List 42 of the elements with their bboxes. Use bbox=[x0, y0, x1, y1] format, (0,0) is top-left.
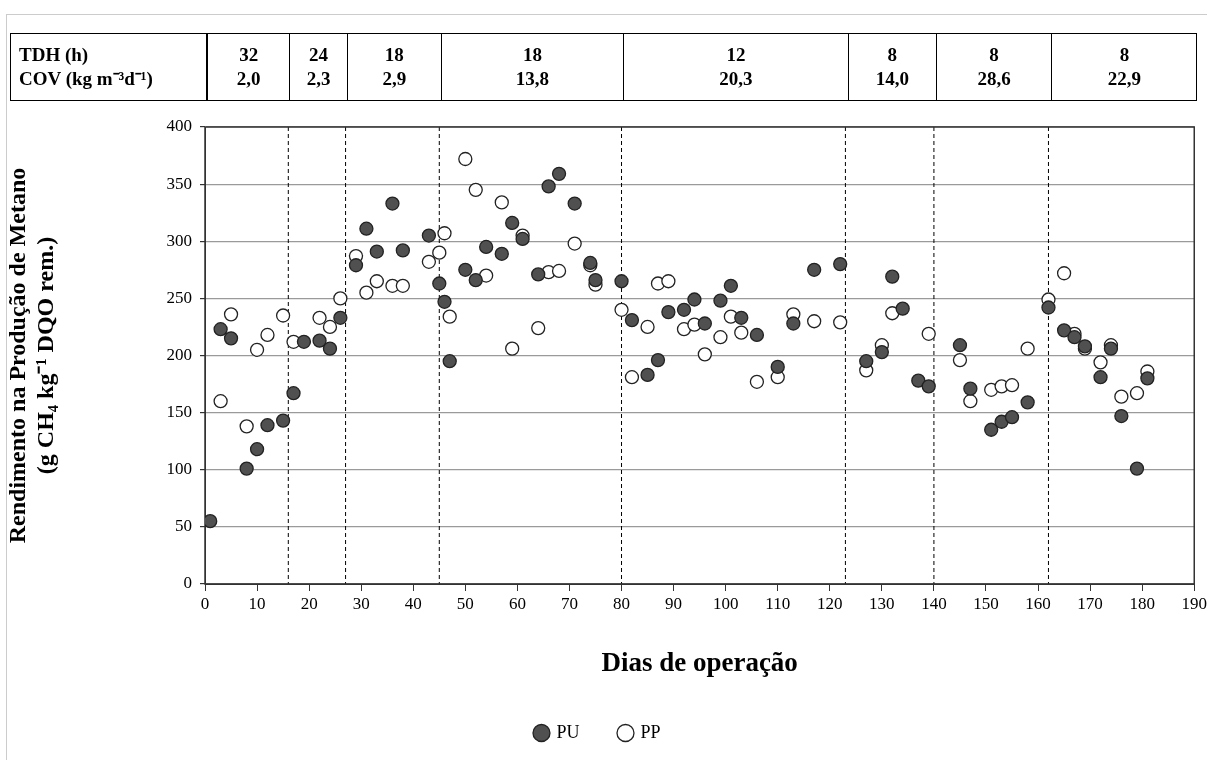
x-tick-label: 60 bbox=[508, 593, 526, 613]
x-tick-label: 20 bbox=[300, 593, 318, 613]
x-tick-label: 140 bbox=[921, 593, 947, 613]
x-tick-label: 90 bbox=[665, 593, 683, 613]
x-tick-label: 70 bbox=[560, 593, 578, 613]
y-tick-label: 0 bbox=[183, 573, 192, 593]
text: 8 14,0 bbox=[847, 34, 937, 100]
x-tick-label: 100 bbox=[712, 593, 739, 613]
y-tick-label: 100 bbox=[166, 459, 192, 479]
y-tick-label: 150 bbox=[166, 402, 192, 422]
y-tick-label: 350 bbox=[166, 173, 192, 193]
text: 32 2,0 bbox=[206, 34, 290, 100]
x-tick-label: 170 bbox=[1077, 593, 1103, 613]
text: 24 2,3 bbox=[289, 34, 347, 100]
x-tick-label: 10 bbox=[248, 593, 266, 613]
y-axis-title: Rendimento na Produção de Metano (g CH₄ kg⁻¹ DQO rem.) bbox=[3, 167, 59, 544]
x-tick-label: 130 bbox=[869, 593, 895, 613]
text: TDH (h) COV (kg m⁻³d⁻¹) bbox=[18, 43, 154, 91]
legend-label: PP bbox=[640, 721, 661, 742]
legend-label: PU bbox=[556, 721, 580, 742]
x-tick-label: 50 bbox=[456, 593, 474, 613]
x-tick-label: 0 bbox=[200, 593, 210, 613]
x-tick-label: 80 bbox=[613, 593, 631, 613]
x-tick-label: 30 bbox=[352, 593, 370, 613]
x-tick-label: 120 bbox=[817, 593, 843, 613]
x-tick-label: 180 bbox=[1129, 593, 1155, 613]
x-tick-label: 190 bbox=[1181, 593, 1207, 613]
y-tick-label: 50 bbox=[175, 516, 192, 536]
text: 8 22,9 bbox=[1050, 34, 1197, 100]
y-tick-label: 200 bbox=[166, 344, 192, 364]
y-tick-label: 250 bbox=[166, 287, 192, 307]
x-tick-label: 150 bbox=[973, 593, 999, 613]
text: 12 20,3 bbox=[623, 34, 848, 100]
x-tick-label: 160 bbox=[1025, 593, 1051, 613]
text: 18 13,8 bbox=[440, 34, 624, 100]
y-tick-label: 400 bbox=[166, 116, 192, 136]
text: 18 2,9 bbox=[346, 34, 441, 100]
y-tick-label: 300 bbox=[166, 230, 192, 250]
x-tick-label: 40 bbox=[404, 593, 422, 613]
x-axis-title: Dias de operação bbox=[601, 646, 798, 677]
x-tick-label: 110 bbox=[765, 593, 791, 613]
text: 8 28,6 bbox=[936, 34, 1051, 100]
